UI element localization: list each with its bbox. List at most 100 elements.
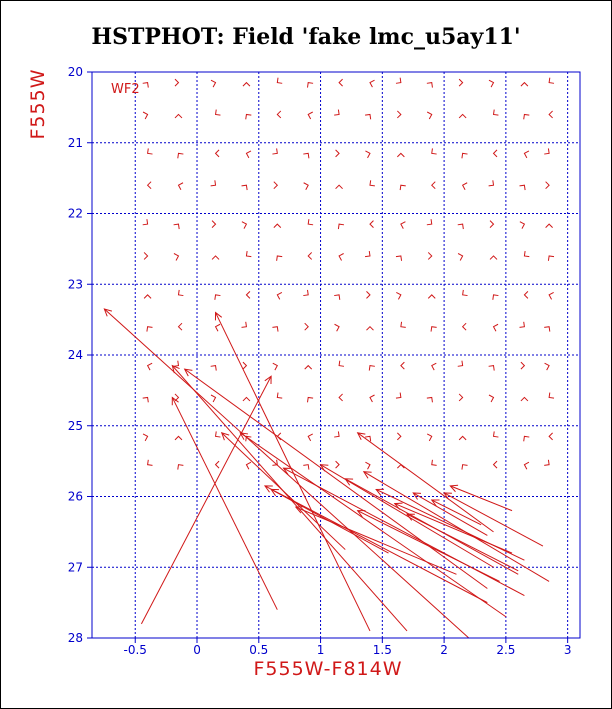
vector-head-small: [147, 148, 153, 155]
vector-head-small: [272, 362, 278, 371]
vector-head-small: [303, 464, 310, 470]
vector-head-small: [272, 148, 278, 155]
displacement-vector: [412, 492, 488, 536]
vector-head-small: [365, 435, 372, 442]
y-tick-label: 23: [68, 277, 83, 291]
vector-head-small: [334, 109, 340, 116]
vector-head-small: [142, 396, 149, 403]
vector-head-small: [142, 111, 149, 120]
vector-head-small: [489, 255, 498, 260]
vector-head-small: [273, 223, 282, 228]
y-tick-label: 22: [68, 207, 83, 221]
displacement-vector: [356, 432, 494, 533]
vector-head-small: [304, 322, 309, 331]
vector-head-small: [426, 219, 433, 226]
chart-title: HSTPHOT: Field 'fake lmc_u5ay11': [91, 24, 521, 50]
vector-head-small: [523, 250, 530, 258]
vector-head-small: [544, 148, 550, 155]
vector-head-small: [492, 109, 499, 116]
vector-head-small: [427, 252, 433, 260]
displacement-vector: [443, 492, 544, 547]
y-tick-label: 28: [68, 631, 83, 645]
displacement-vector: [449, 484, 513, 512]
vector-head-small: [307, 111, 313, 120]
vector-head-small: [427, 294, 436, 299]
vector-head-small: [142, 82, 149, 88]
vector-head-small: [174, 78, 180, 87]
vector-head-small: [177, 152, 184, 159]
vector-head-small: [395, 392, 402, 399]
x-tick-label: 1: [317, 643, 325, 657]
displacement-vector: [430, 499, 482, 526]
vector-head-small: [523, 113, 530, 120]
displacement-vector: [220, 432, 346, 550]
vector-head-small: [241, 221, 248, 229]
vector-head-small: [519, 184, 526, 191]
vector-head-small: [400, 321, 406, 328]
vector-head-small: [400, 221, 406, 229]
vector-head-small: [276, 110, 282, 119]
vector-head-small: [426, 111, 433, 120]
y-axis-label: F555W: [27, 69, 49, 140]
vector-head-small: [242, 361, 248, 370]
vector-head-small: [431, 181, 436, 190]
displacement-vector: [319, 464, 494, 568]
vector-head-small: [303, 152, 310, 159]
vector-head-small: [173, 360, 180, 367]
vector-head-small: [545, 181, 550, 190]
vector-head-small: [492, 431, 499, 438]
vector-head-small: [458, 435, 467, 441]
vector-head-small: [395, 77, 402, 84]
vector-head-small: [488, 79, 495, 88]
vector-head-small: [174, 113, 183, 119]
vector-head-small: [492, 323, 499, 332]
x-tick-label: 1.5: [373, 643, 392, 657]
vector-head-small: [520, 361, 526, 370]
vector-head-small: [520, 81, 529, 87]
vector-head-small: [461, 464, 468, 470]
displacement-vector: [140, 375, 272, 625]
vector-head-small: [143, 252, 149, 260]
vector-head-small: [462, 289, 468, 297]
vector-head-small: [430, 326, 437, 332]
vector-head-small: [523, 461, 530, 470]
vector-head-small: [458, 78, 464, 87]
vector-head-small: [338, 360, 345, 367]
vector-head-small: [458, 113, 467, 119]
vector-head-small: [492, 294, 499, 300]
vector-head-small: [461, 322, 467, 331]
vector-head-small: [143, 294, 152, 299]
vector-head-small: [174, 435, 183, 441]
vector-head-small: [177, 182, 184, 190]
y-tick-label: 27: [68, 560, 83, 574]
displacement-vector: [282, 467, 525, 596]
x-axis-label: F555W-F814W: [253, 658, 402, 680]
vector-head-small: [335, 149, 340, 158]
vector-head-small: [519, 221, 526, 229]
vector-head-small: [426, 82, 433, 88]
vector-head-small: [545, 223, 553, 228]
vector-head-small: [458, 393, 464, 402]
vector-head-small: [426, 433, 433, 442]
vector-head-small: [431, 148, 437, 155]
vector-head-small: [548, 110, 553, 119]
vector-head-small: [369, 79, 375, 88]
vector-field: [103, 77, 555, 639]
vector-head-small: [272, 326, 279, 332]
vector-head-small: [365, 113, 372, 120]
vector-head-small: [245, 113, 252, 120]
x-tick-label: 2.5: [496, 643, 515, 657]
x-tick-label: -0.5: [124, 643, 147, 657]
vector-head-small: [173, 223, 180, 230]
y-tick-label: 25: [68, 419, 83, 433]
vector-head-small: [338, 393, 343, 402]
vector-head-small: [276, 255, 283, 261]
vector-head-small: [146, 181, 152, 190]
vector-head-small: [214, 294, 221, 300]
vector-head-small: [396, 291, 402, 300]
vector-head-small: [461, 182, 468, 190]
vector-head-small: [488, 365, 495, 371]
displacement-vector: [362, 471, 550, 582]
grid-lines: [92, 72, 580, 638]
vector-head-small: [273, 181, 279, 190]
